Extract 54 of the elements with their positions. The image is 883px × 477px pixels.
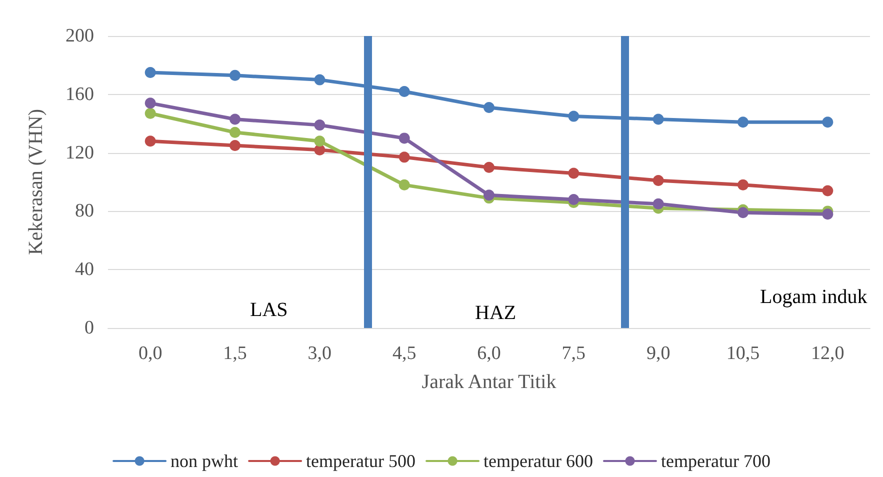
y-tick-label: 0 <box>84 318 94 338</box>
point <box>144 136 156 147</box>
point <box>398 86 410 97</box>
x-axis-title: Jarak Antar Titik <box>422 371 556 393</box>
point <box>484 162 494 173</box>
legend-label: non pwht <box>170 451 238 471</box>
y-tick-label: 120 <box>66 142 94 164</box>
x-tick-label: 6,0 <box>477 343 501 364</box>
x-tick-label: 7,5 <box>562 343 586 364</box>
point <box>822 208 834 220</box>
annotation: Logam induk <box>760 286 868 308</box>
y-tick-label: 160 <box>66 84 94 105</box>
point <box>568 110 580 122</box>
point <box>230 70 240 81</box>
x-tick-label: 12,0 <box>811 343 844 364</box>
point <box>314 136 326 147</box>
point <box>398 179 410 190</box>
x-tick-label: 0,0 <box>138 343 162 364</box>
x-tick-label: 3,0 <box>308 343 332 364</box>
point <box>484 102 494 114</box>
x-tick-label: 1,5 <box>223 343 247 364</box>
point <box>144 108 156 119</box>
point <box>230 114 240 125</box>
annotation: HAZ <box>474 302 516 324</box>
point <box>484 190 494 201</box>
legend-label: temperatur 600 <box>484 451 593 471</box>
y-axis-title: Kekerasan (VHN) <box>25 108 47 256</box>
point <box>398 152 410 163</box>
annotation: LAS <box>250 299 288 321</box>
y-tick-label: 80 <box>75 200 94 222</box>
point <box>738 116 748 128</box>
point <box>738 207 748 218</box>
legend-label: temperatur 500 <box>306 451 416 471</box>
x-tick-label: 4,5 <box>392 343 416 364</box>
point <box>314 74 326 86</box>
point <box>144 98 156 109</box>
point <box>652 175 664 186</box>
point <box>822 185 834 196</box>
x-tick-label: 10,5 <box>726 343 760 364</box>
point <box>822 116 834 128</box>
point <box>568 168 580 179</box>
point <box>144 67 156 78</box>
point <box>398 132 410 144</box>
point <box>652 114 664 125</box>
point <box>230 126 240 138</box>
y-tick-label: 200 <box>66 26 94 46</box>
y-tick-label: 40 <box>75 259 94 280</box>
point <box>568 194 580 206</box>
point <box>230 140 240 151</box>
point <box>738 179 748 190</box>
legend-label: temperatur 700 <box>660 451 770 471</box>
point <box>652 198 664 210</box>
x-tick-label: 9,0 <box>646 343 670 364</box>
point <box>314 120 326 131</box>
